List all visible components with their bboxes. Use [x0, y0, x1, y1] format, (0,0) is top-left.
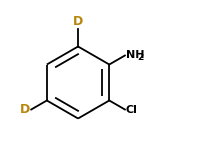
Text: Cl: Cl	[125, 105, 137, 115]
Text: D: D	[20, 103, 30, 116]
Text: NH: NH	[125, 50, 144, 60]
Text: 2: 2	[137, 53, 143, 62]
Text: D: D	[73, 15, 83, 28]
